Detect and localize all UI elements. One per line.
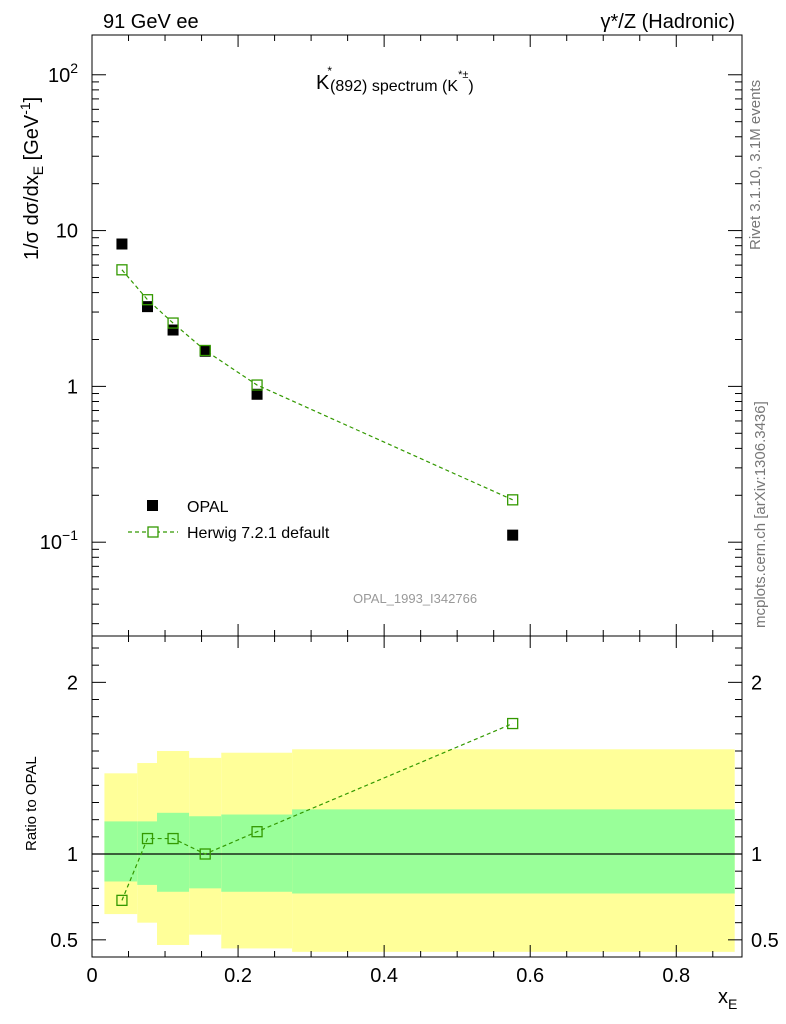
y-axis-label-main: 1/σ dσ/dxE [GeV-1] bbox=[17, 97, 46, 260]
header-right: γ*/Z (Hadronic) bbox=[601, 11, 735, 33]
analysis-reference: OPAL_1993_I342766 bbox=[353, 591, 477, 606]
herwig-point bbox=[167, 317, 179, 329]
x-tick-label: 0.2 bbox=[224, 965, 252, 987]
main-y-tick-label: 10 bbox=[56, 221, 78, 243]
herwig-point bbox=[141, 294, 154, 306]
plot-title: K* (892) spectrum (K*±) bbox=[316, 64, 474, 95]
rivet-label: Rivet 3.1.10, 3.1M events bbox=[747, 80, 764, 250]
opal-point bbox=[167, 324, 179, 336]
ratio-herwig-point bbox=[116, 894, 128, 907]
ratio-herwig-point bbox=[141, 832, 154, 845]
x-tick-label: 0.4 bbox=[370, 965, 398, 987]
main-series bbox=[116, 238, 519, 541]
legend-opal-marker bbox=[147, 500, 158, 511]
herwig-point bbox=[116, 264, 128, 276]
x-tick-label: 0.8 bbox=[662, 965, 690, 987]
ratio-y-tick-label-right: 0.5 bbox=[751, 930, 779, 952]
ratio-series bbox=[116, 717, 519, 907]
ratio-frame bbox=[91, 635, 743, 958]
header-left: 91 GeV ee bbox=[103, 11, 199, 33]
herwig-point bbox=[251, 379, 263, 391]
opal-point bbox=[507, 529, 519, 541]
opal-point bbox=[142, 301, 154, 313]
band-inner-segment bbox=[221, 814, 293, 892]
band-inner-segment bbox=[104, 821, 138, 882]
main-frame bbox=[91, 34, 743, 637]
ratio-y-tick-label: 1 bbox=[67, 844, 78, 866]
ratio-y-tick-label-right: 1 bbox=[751, 844, 762, 866]
ratio-herwig-point bbox=[167, 832, 179, 845]
ratio-uncertainty-bands bbox=[104, 749, 735, 952]
legend-herwig-label: Herwig 7.2.1 default bbox=[187, 525, 330, 542]
ratio-y-tick-label: 0.5 bbox=[50, 930, 78, 952]
band-inner-segment bbox=[157, 812, 190, 892]
band-inner-segment bbox=[137, 821, 157, 885]
ratio-herwig-point bbox=[251, 826, 263, 838]
main-axes: 102 10 1 10−1 bbox=[40, 34, 743, 637]
main-y-tick-label: 10−1 bbox=[40, 527, 78, 554]
band-inner-segment bbox=[292, 809, 735, 894]
opal-point bbox=[251, 388, 263, 400]
mcplots-label: mcplots.cern.ch [arXiv:1306.3436] bbox=[752, 401, 769, 628]
ratio-y-tick-label: 2 bbox=[67, 672, 78, 694]
x-axis-label: xE bbox=[718, 986, 737, 1012]
y-axis-label-ratio: Ratio to OPAL bbox=[23, 756, 40, 851]
opal-point bbox=[199, 345, 211, 357]
main-y-tick-label: 1 bbox=[67, 376, 78, 398]
herwig-point bbox=[507, 494, 519, 506]
band-inner-segment bbox=[189, 816, 222, 889]
legend-herwig-marker bbox=[147, 526, 159, 538]
ratio-herwig-point bbox=[507, 717, 519, 730]
opal-point bbox=[116, 238, 128, 250]
legend-opal-label: OPAL bbox=[187, 499, 229, 516]
x-tick-label: 0.6 bbox=[516, 965, 544, 987]
ratio-herwig-point bbox=[199, 848, 211, 860]
herwig-point bbox=[199, 344, 211, 357]
x-tick-label: 0 bbox=[86, 965, 97, 987]
ratio-y-tick-label-right: 2 bbox=[751, 672, 762, 694]
herwig-line bbox=[121, 269, 513, 501]
main-y-tick-label: 102 bbox=[48, 60, 78, 87]
